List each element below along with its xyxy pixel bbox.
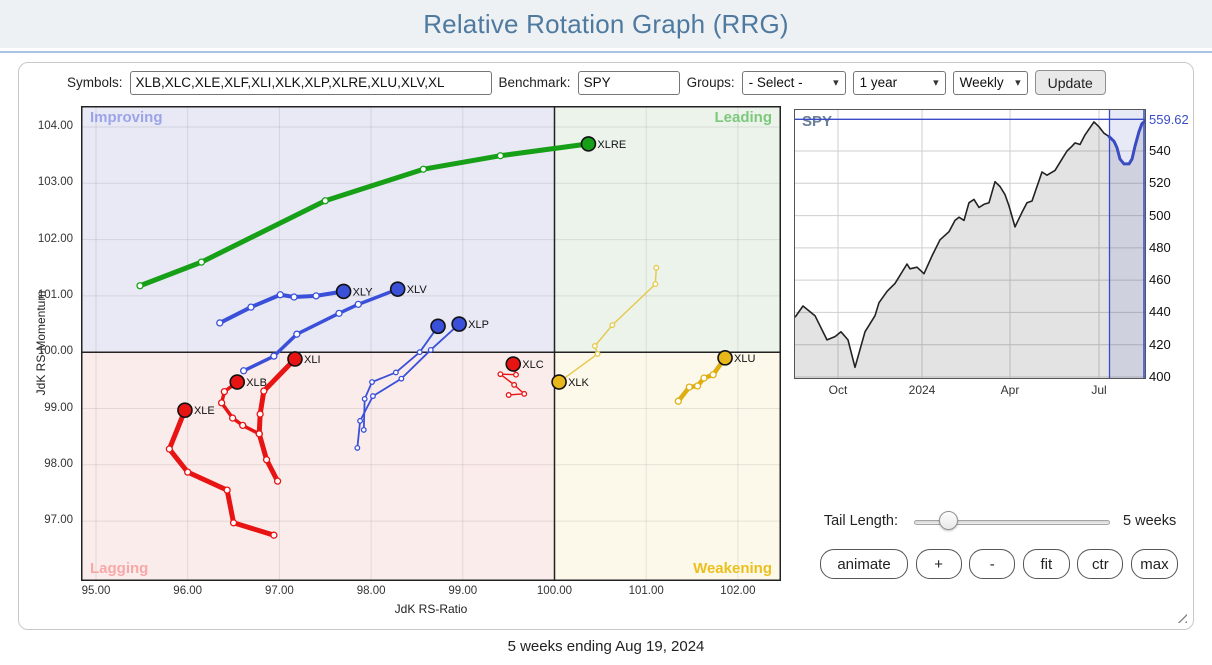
groups-selected-value: - Select - xyxy=(748,75,803,90)
rrg-y-tick: 97.00 xyxy=(44,514,73,527)
spy-svg xyxy=(795,110,1145,378)
spy-price-tick: 480 xyxy=(1149,239,1171,255)
rrg-x-tick: 95.00 xyxy=(81,585,111,597)
rrg-y-tick: 101.00 xyxy=(37,288,73,301)
ticker-label-XLU: XLU xyxy=(734,353,755,365)
ticker-label-XLY: XLY xyxy=(353,286,374,298)
rrg-x-tick: 101.00 xyxy=(628,585,664,597)
ticker-head-XLK xyxy=(551,374,567,390)
groups-label: Groups: xyxy=(686,75,735,90)
ticker-head-XLI xyxy=(287,351,303,367)
slider-handle[interactable] xyxy=(939,511,958,530)
chart-buttons: animate + - fit ctr max xyxy=(820,549,1178,579)
rrg-x-tick: 99.00 xyxy=(448,585,478,597)
symbols-label: Symbols: xyxy=(67,75,123,90)
ticker-label-XLRE: XLRE xyxy=(597,139,626,151)
zoom-out-button[interactable]: - xyxy=(969,549,1016,579)
fit-button[interactable]: fit xyxy=(1022,549,1070,579)
spy-price-tick: 440 xyxy=(1149,304,1171,320)
rrg-x-tick: 96.00 xyxy=(173,585,203,597)
chevron-down-icon: ▾ xyxy=(1015,77,1021,89)
rrg-y-tick: 102.00 xyxy=(37,232,73,245)
ticker-head-XLB xyxy=(229,374,246,390)
ticker-label-XLC: XLC xyxy=(522,359,543,371)
page-header: Relative Rotation Graph (RRG) xyxy=(0,0,1212,48)
spy-price-tick: 400 xyxy=(1149,369,1171,384)
rrg-x-tick: 102.00 xyxy=(720,585,756,597)
rrg-y-tick: 98.00 xyxy=(44,457,73,470)
rrg-y-tick: 100.00 xyxy=(37,345,73,358)
spy-price-tick: 540 xyxy=(1149,142,1171,158)
benchmark-input[interactable] xyxy=(577,70,680,95)
benchmark-label: Benchmark: xyxy=(498,75,571,90)
resize-handle-icon[interactable] xyxy=(1173,609,1187,623)
chevron-down-icon: ▾ xyxy=(933,77,939,89)
rrg-y-tick: 99.00 xyxy=(44,401,73,414)
groups-select[interactable]: - Select - ▾ xyxy=(741,70,846,95)
ticker-head-XLF xyxy=(430,318,446,335)
benchmark-symbol-label: SPY xyxy=(802,113,833,130)
toolbar: Symbols: Benchmark: Groups: - Select - ▾… xyxy=(19,70,1193,95)
frequency-selected-value: Weekly xyxy=(959,75,1004,90)
zoom-in-button[interactable]: + xyxy=(915,549,962,579)
ticker-label-XLP: XLP xyxy=(468,319,489,331)
spy-date-tick: 2024 xyxy=(908,383,936,397)
spy-price-tick: 520 xyxy=(1149,175,1171,191)
rrg-x-tick: 97.00 xyxy=(265,585,294,597)
period-select[interactable]: 1 year ▾ xyxy=(852,70,946,95)
ticker-head-XLY xyxy=(335,283,352,300)
max-button[interactable]: max xyxy=(1130,549,1178,579)
animate-button[interactable]: animate xyxy=(820,549,908,579)
footer-caption: 5 weeks ending Aug 19, 2024 xyxy=(507,638,705,655)
ticker-label-XLI: XLI xyxy=(304,354,321,366)
frequency-select[interactable]: Weekly ▾ xyxy=(952,70,1028,95)
tail-length-label: Tail Length: xyxy=(823,513,898,529)
rrg-svg: XLRE XLY XLV XLP XLI XLB XLE XLC XLK XLU xyxy=(81,106,781,581)
spy-price-tick: 460 xyxy=(1149,272,1171,288)
rrg-y-tick: 103.00 xyxy=(37,176,73,189)
rrg-chart[interactable]: XLRE XLY XLV XLP XLI XLB XLE XLC XLK XLU Improvin… xyxy=(34,106,781,616)
benchmark-price-chart[interactable]: SPY 559.62 540 520 500 480 460 440 420 400 Oct 20… xyxy=(794,109,1189,397)
tail-length-slider[interactable] xyxy=(914,520,1110,525)
page-title: Relative Rotation Graph (RRG) xyxy=(423,8,789,39)
update-button[interactable]: Update xyxy=(1034,70,1106,95)
header-divider xyxy=(0,48,1212,53)
quadrant-label-lagging: Lagging xyxy=(90,560,149,577)
symbols-input[interactable] xyxy=(129,70,492,95)
quadrant-label-improving: Improving xyxy=(90,109,163,126)
ticker-label-XLK: XLK xyxy=(568,377,589,389)
ticker-head-XLC xyxy=(505,356,522,372)
benchmark-last-price: 559.62 xyxy=(1149,112,1189,128)
rrg-xaxis-label: JdK RS-Ratio xyxy=(394,602,468,616)
ticker-head-XLV xyxy=(389,281,406,297)
ticker-label-XLE: XLE xyxy=(194,405,215,417)
spy-date-tick: Jul xyxy=(1091,383,1107,397)
ticker-head-XLU xyxy=(717,350,733,366)
center-button[interactable]: ctr xyxy=(1077,549,1124,579)
spy-price-tick: 420 xyxy=(1149,336,1171,352)
ticker-head-XLE xyxy=(177,402,193,418)
ticker-head-XLP xyxy=(451,316,467,332)
quadrant-label-weakening: Weakening xyxy=(693,560,772,577)
rrg-y-tick: 104.00 xyxy=(37,120,73,132)
tail-length-value: 5 weeks xyxy=(1123,513,1177,529)
ticker-label-XLV: XLV xyxy=(407,284,428,296)
ticker-label-XLB: XLB xyxy=(246,377,267,389)
spy-price-tick: 500 xyxy=(1149,207,1171,223)
ticker-head-XLRE xyxy=(580,136,597,152)
period-selected-value: 1 year xyxy=(859,75,898,90)
main-panel: Symbols: Benchmark: Groups: - Select - ▾… xyxy=(18,62,1194,630)
rrg-x-tick: 100.00 xyxy=(536,585,573,597)
spy-date-tick: Apr xyxy=(1000,383,1020,397)
quadrant-label-leading: Leading xyxy=(714,109,772,126)
spy-date-tick: Oct xyxy=(828,383,848,397)
chevron-down-icon: ▾ xyxy=(833,77,839,89)
rrg-x-tick: 98.00 xyxy=(356,585,386,597)
